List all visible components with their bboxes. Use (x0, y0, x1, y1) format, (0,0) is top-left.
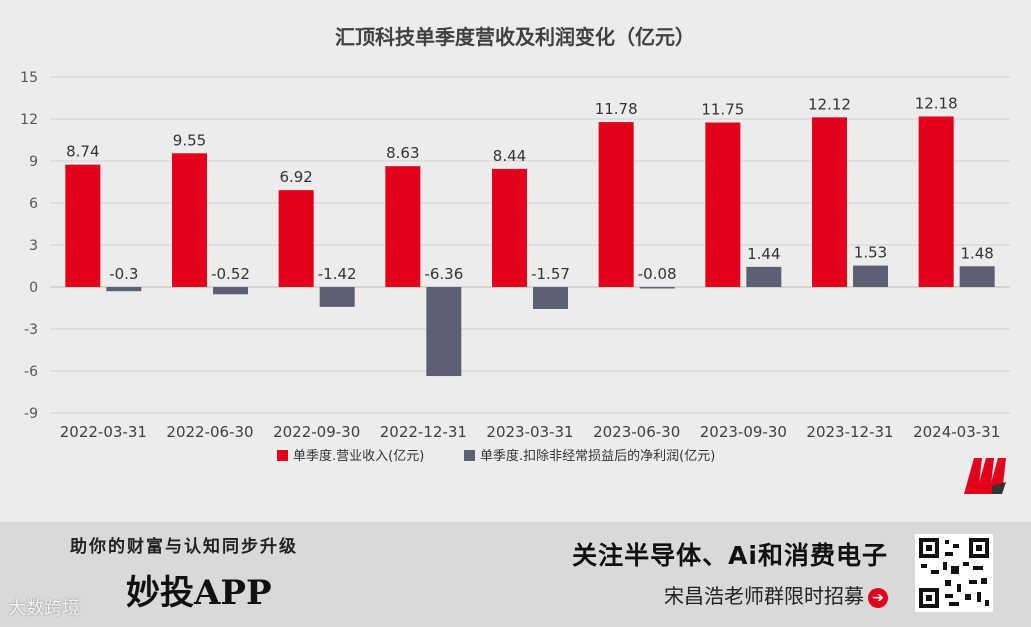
net-profit-bar (853, 265, 888, 287)
app-name: 妙投APP (126, 573, 272, 613)
net-profit-bar (639, 287, 675, 289)
revenue-data-label: 12.12 (808, 95, 851, 113)
promo-subline-text: 宋昌浩老师群限时招募 (664, 584, 864, 608)
brand-logo-icon (964, 458, 1006, 494)
promo-headline: 关注半导体、Ai和消费电子 (572, 541, 888, 570)
promo-subline[interactable]: 宋昌浩老师群限时招募 ➔ (528, 580, 888, 609)
revenue-data-label: 6.92 (279, 168, 312, 186)
net-profit-data-label: -0.08 (638, 265, 677, 283)
net-profit-bar (426, 287, 462, 377)
x-tick-label: 2023-12-31 (806, 423, 893, 441)
net-profit-data-label: 1.44 (747, 245, 780, 263)
revenue-data-label: 9.55 (173, 131, 206, 149)
chart-area: 汇顶科技单季度营收及利润变化（亿元） 15 12 9 6 3 0 -3 -6 -9 8.74 -0… (20, 25, 1010, 494)
net-profit-data-label: -1.57 (531, 265, 570, 283)
y-tick-label: 3 (29, 238, 38, 254)
x-tick-label: 2023-09-30 (700, 423, 787, 441)
net-profit-bar (213, 287, 248, 295)
revenue-bar (385, 166, 421, 287)
promo-footer: 助你的财富与认知同步升级 妙投APP 大数跨境 关注半导体、Ai和消费电子 宋昌… (0, 522, 1031, 627)
x-tick-label: 2022-06-30 (166, 423, 253, 441)
watermark: 大数跨境 (8, 598, 80, 619)
promo-right: 关注半导体、Ai和消费电子 宋昌浩老师群限时招募 ➔ (528, 536, 888, 609)
revenue-data-label: 8.44 (493, 147, 526, 165)
x-tick-label: 2022-12-31 (380, 423, 467, 441)
x-tick-label: 2022-03-31 (60, 423, 147, 441)
x-tick-label: 2023-03-31 (486, 423, 573, 441)
revenue-bar (492, 168, 527, 287)
revenue-bar (812, 117, 847, 287)
y-tick-label: 12 (20, 112, 38, 128)
net-profit-data-label: -1.42 (318, 265, 357, 283)
revenue-data-label: 11.78 (595, 100, 638, 118)
promo-left: 助你的财富与认知同步升级 妙投APP (70, 532, 370, 614)
revenue-data-label: 12.18 (915, 94, 958, 112)
qr-code-icon[interactable] (915, 534, 993, 612)
x-tick-label: 2024-03-31 (913, 423, 1000, 441)
y-tick-label: 15 (20, 70, 38, 86)
bar-chart: 汇顶科技单季度营收及利润变化（亿元） 15 12 9 6 3 0 -3 -6 -9 8.74 -0… (20, 25, 1010, 464)
revenue-data-label: 8.63 (386, 144, 419, 162)
revenue-bar (172, 153, 207, 287)
x-tick-label: 2023-06-30 (593, 423, 680, 441)
legend-label: 单季度.扣除非经常损益后的净利润(亿元) (480, 448, 715, 464)
arrow-right-icon[interactable]: ➔ (868, 587, 888, 608)
net-profit-data-label: 1.48 (960, 244, 993, 262)
revenue-bar (598, 122, 634, 287)
y-tick-label: -3 (24, 322, 38, 338)
y-tick-label: 0 (29, 280, 38, 296)
legend-label: 单季度.营业收入(亿元) (293, 448, 424, 464)
net-profit-data-label: -0.52 (211, 265, 250, 283)
net-profit-data-label: -0.3 (109, 265, 138, 283)
y-tick-label: -9 (24, 406, 38, 422)
y-tick-label: -6 (24, 364, 38, 380)
revenue-bar (278, 190, 314, 287)
net-profit-bar (319, 287, 355, 307)
y-tick-label: 9 (29, 154, 38, 170)
revenue-data-label: 8.74 (66, 143, 99, 161)
revenue-bar (705, 122, 741, 287)
chart-title: 汇顶科技单季度营收及利润变化（亿元） (335, 25, 695, 49)
legend-swatch (464, 450, 475, 461)
net-profit-bar (533, 287, 568, 309)
net-profit-data-label: 1.53 (854, 244, 887, 262)
revenue-data-label: 11.75 (701, 101, 744, 119)
net-profit-bar (746, 266, 782, 287)
slogan: 助你的财富与认知同步升级 (70, 537, 298, 557)
y-tick-label: 6 (29, 196, 38, 212)
revenue-bar (918, 116, 954, 287)
net-profit-bar (959, 266, 995, 287)
legend-swatch (277, 450, 288, 461)
net-profit-data-label: -6.36 (424, 265, 463, 283)
net-profit-bar (106, 287, 142, 292)
x-tick-label: 2022-09-30 (273, 423, 360, 441)
revenue-bar (65, 164, 101, 287)
